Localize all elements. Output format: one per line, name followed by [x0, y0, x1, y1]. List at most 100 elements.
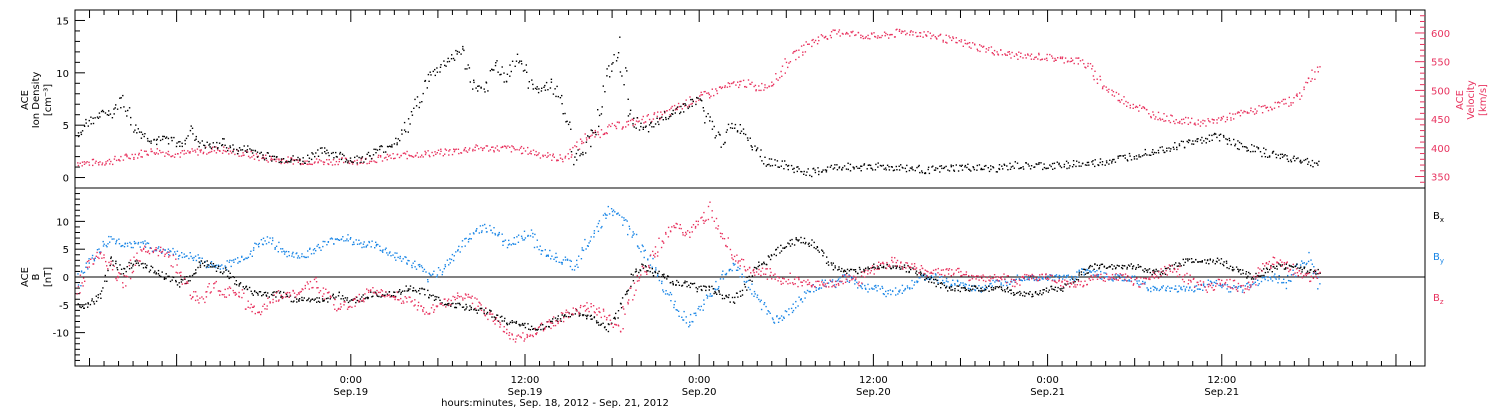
bx-point: [486, 311, 489, 314]
velocity-label-line3: [km/s]: [1478, 84, 1489, 116]
density-point: [173, 136, 175, 139]
density-point: [401, 133, 403, 135]
density-point: [952, 165, 954, 167]
bz-point: [215, 280, 217, 283]
by-point: [1317, 288, 1319, 290]
by-point: [1273, 275, 1275, 277]
by-point: [278, 241, 280, 244]
velocity-point: [223, 146, 225, 148]
bx-point: [751, 275, 754, 277]
by-point: [875, 284, 877, 287]
velocity-point: [146, 153, 148, 156]
by-point: [142, 241, 144, 243]
velocity-point: [985, 48, 988, 50]
density-point: [617, 56, 619, 59]
by-point: [421, 266, 424, 269]
velocity-point: [532, 149, 535, 151]
bx-point: [1225, 260, 1228, 262]
density-point: [768, 158, 771, 160]
bx-point: [211, 266, 213, 268]
bx-point: [1285, 263, 1287, 265]
density-point: [1292, 157, 1295, 159]
bz-point: [492, 320, 494, 322]
density-point: [751, 149, 753, 151]
by-point: [301, 255, 303, 258]
by-point: [458, 245, 460, 248]
velocity-point: [1197, 119, 1199, 121]
bx-point: [632, 274, 634, 276]
by-point: [854, 283, 856, 285]
bx-point: [791, 238, 793, 241]
bz-point: [118, 272, 120, 274]
bx-point: [272, 294, 274, 297]
by-point: [791, 311, 794, 314]
density-point: [1099, 161, 1101, 164]
density-point: [181, 145, 183, 148]
velocity-point: [1281, 100, 1283, 102]
bx-point: [419, 293, 421, 295]
bx-point: [99, 293, 102, 295]
velocity-point: [993, 54, 995, 56]
bz-point: [516, 335, 518, 337]
bx-point: [1013, 294, 1015, 296]
density-point: [676, 106, 679, 108]
by-point: [283, 253, 286, 255]
bz-point: [195, 291, 197, 293]
density-point: [1108, 163, 1110, 165]
bx-point: [1062, 290, 1064, 292]
by-point: [320, 249, 322, 251]
density-axis-label: ACE Ion Density [cm⁻³]: [20, 72, 54, 129]
density-point: [886, 164, 889, 166]
bx-point: [429, 294, 431, 296]
by-point: [1144, 283, 1146, 285]
velocity-point: [936, 38, 938, 40]
density-point: [185, 137, 188, 140]
bz-point: [563, 316, 565, 319]
by-point: [510, 244, 512, 246]
velocity-point: [180, 152, 182, 154]
density-point: [330, 152, 333, 155]
bx-point: [448, 302, 450, 305]
density-point: [455, 49, 457, 52]
by-point: [536, 239, 538, 241]
by-point: [1249, 284, 1251, 286]
density-point: [410, 111, 413, 113]
bz-point: [402, 300, 404, 302]
by-point: [622, 224, 624, 226]
bx-point: [877, 266, 879, 268]
by-point: [574, 265, 576, 267]
bx-point: [554, 317, 557, 319]
by-point: [134, 242, 136, 245]
bx-point: [423, 288, 426, 291]
by-point: [1092, 274, 1094, 276]
by-point: [329, 238, 332, 240]
velocity-point: [1046, 59, 1048, 62]
by-point: [566, 258, 569, 260]
bx-point: [756, 268, 758, 270]
velocity-point: [795, 58, 797, 61]
bz-point: [596, 314, 598, 316]
density-point: [483, 88, 485, 90]
date-tick-label: Sep.19: [508, 387, 543, 398]
velocity-point: [451, 153, 454, 156]
bx-point: [535, 328, 537, 331]
velocity-point: [643, 122, 645, 124]
by-point: [1042, 276, 1044, 279]
bx-point: [646, 270, 648, 272]
velocity-point: [873, 32, 875, 34]
by-point: [1131, 275, 1133, 277]
velocity-point: [834, 29, 836, 31]
bx-point: [630, 273, 632, 275]
bz-point: [602, 310, 605, 312]
density-point: [372, 154, 375, 156]
bx-point: [258, 291, 261, 293]
by-point: [309, 248, 311, 250]
density-point: [705, 115, 707, 118]
velocity-point: [952, 36, 954, 38]
bx-point: [585, 314, 587, 317]
bx-point: [826, 256, 828, 258]
density-point: [276, 156, 278, 158]
velocity-point: [481, 149, 484, 152]
density-point: [1264, 156, 1267, 158]
velocity-point: [489, 149, 492, 151]
